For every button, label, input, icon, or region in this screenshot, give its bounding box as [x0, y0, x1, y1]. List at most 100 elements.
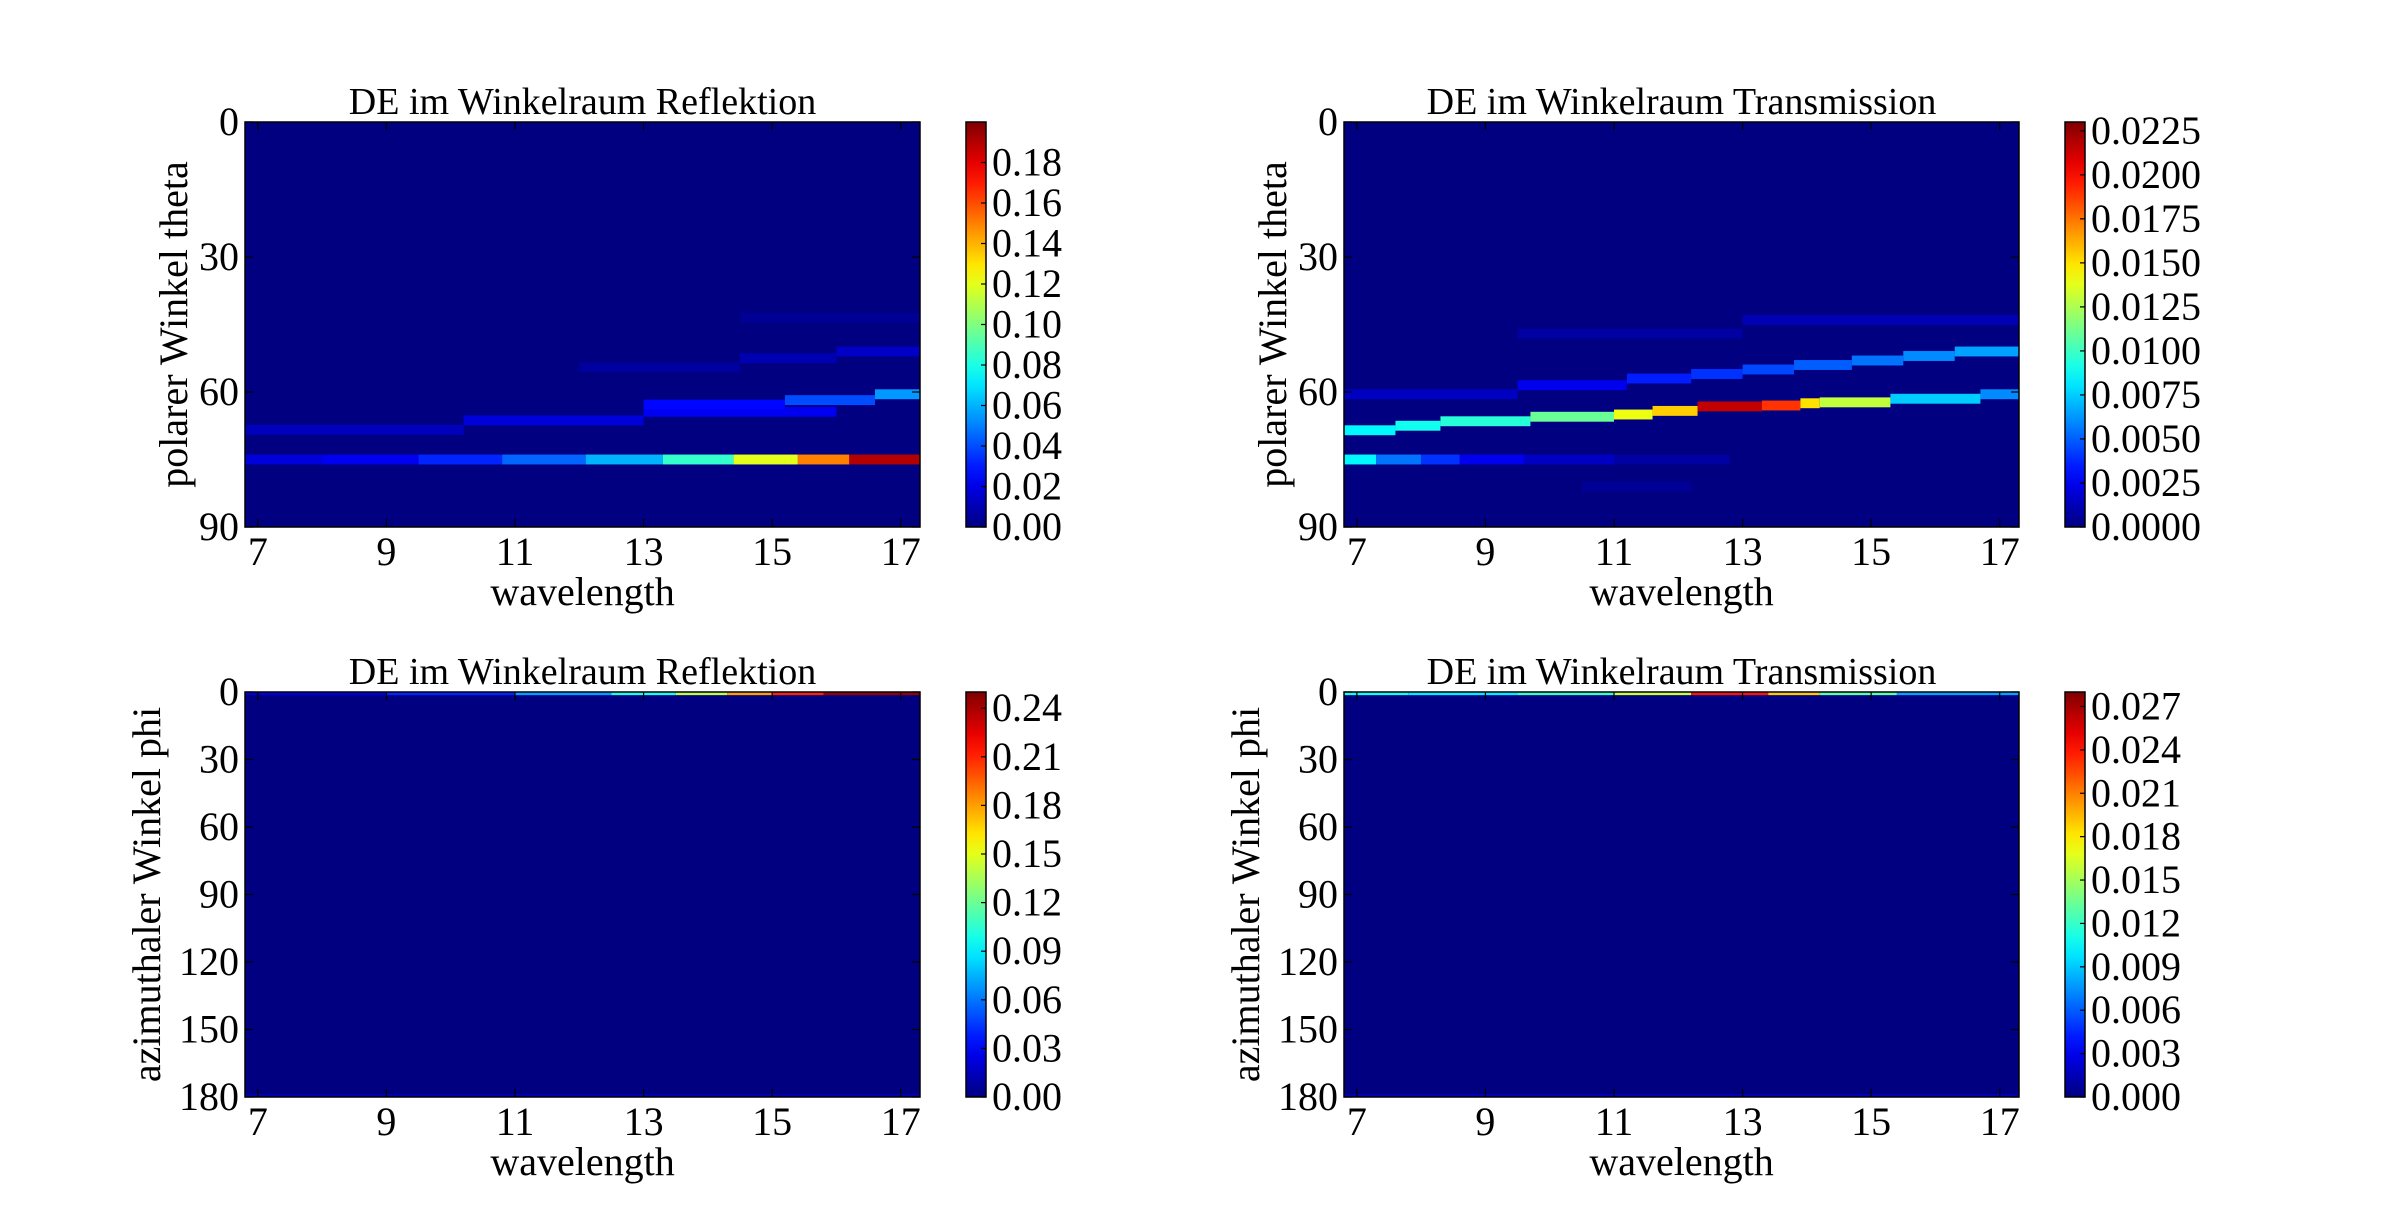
x-tick-label: 11	[1595, 1099, 1634, 1144]
heatmap-cell	[1691, 692, 1769, 696]
heatmap-cell	[386, 692, 515, 696]
y-tick-label: 60	[1298, 804, 1338, 849]
y-tick-label: 0	[219, 99, 239, 144]
heatmap-cell	[1768, 692, 1820, 696]
heatmap-cell	[1408, 692, 1518, 696]
chart-2: DE im Winkelraum Transmission 7 9 11 13 15 17 0…	[1250, 81, 2201, 614]
y-tick-label: 150	[179, 1007, 239, 1052]
x-axis-label: wavelength	[490, 569, 674, 614]
x-tick-label: 7	[1347, 529, 1367, 574]
x-tick-label: 15	[752, 529, 792, 574]
heatmap-background	[1344, 692, 2019, 1097]
y-axis-label: azimuthaler Winkel phi	[124, 707, 169, 1082]
colorbar-tick-label: 0.0050	[2091, 416, 2201, 461]
colorbar-tick-label: 0.00	[992, 1074, 1062, 1119]
x-tick-label: 9	[1475, 529, 1495, 574]
x-tick-label: 17	[881, 1099, 921, 1144]
colorbar-tick-label: 0.06	[992, 383, 1062, 428]
x-tick-label: 9	[376, 1099, 396, 1144]
heatmap-cell	[1530, 411, 1614, 422]
chart-1: DE im Winkelraum Reflektion 7 9 11 13 15 17 0 30…	[151, 81, 1062, 614]
colorbar-tick-label: 0.024	[2091, 727, 2181, 772]
heatmap-cell	[1344, 1094, 2019, 1097]
x-axis-label: wavelength	[1589, 569, 1773, 614]
colorbar-tick-label: 0.21	[992, 734, 1062, 779]
chart-3: DE im Winkelraum Reflektion 7 9 11 13 15 17 0 30…	[124, 651, 1062, 1184]
x-tick-label: 9	[376, 529, 396, 574]
chart-title: DE im Winkelraum Transmission	[1427, 81, 1937, 123]
colorbar: 0.000.030.060.090.120.150.180.210.24	[965, 685, 1062, 1119]
heatmap-cell	[579, 362, 740, 373]
heatmap-cell	[1517, 328, 1743, 339]
heatmap-cell	[733, 454, 798, 465]
y-tick-label: 0	[219, 669, 239, 714]
y-tick-label: 120	[1278, 939, 1338, 984]
colorbar-tick-label: 0.000	[2091, 1074, 2181, 1119]
x-tick-label: 11	[1595, 529, 1634, 574]
heatmap-cell	[675, 692, 728, 696]
y-tick-label: 180	[1278, 1074, 1338, 1119]
heatmap-cell	[418, 454, 503, 465]
heatmap-cell	[1980, 389, 2019, 400]
heatmap-cell	[1614, 409, 1653, 420]
heatmap-cell	[727, 692, 773, 696]
y-tick-label: 30	[199, 737, 239, 782]
heatmap-cell	[1376, 454, 1422, 465]
plot-frame	[244, 121, 921, 528]
x-tick-label: 9	[1475, 1099, 1495, 1144]
x-axis-label: wavelength	[490, 1139, 674, 1184]
heatmap-cells	[1344, 692, 2019, 1097]
heatmap-cell	[245, 692, 387, 696]
colorbar-tick-label: 0.0025	[2091, 460, 2201, 505]
x-tick-label: 15	[1851, 529, 1891, 574]
colorbar-gradient	[965, 691, 987, 1098]
heatmap-cell	[875, 389, 920, 400]
colorbar-tick-label: 0.0000	[2091, 504, 2201, 549]
heatmap-cell	[1691, 369, 1743, 379]
heatmap-cell	[1344, 389, 1518, 400]
heatmap-background	[245, 122, 920, 527]
y-tick-label: 60	[1298, 369, 1338, 414]
y-tick-label: 60	[199, 369, 239, 414]
x-tick-label: 11	[496, 1099, 535, 1144]
colorbar-tick-label: 0.0225	[2091, 108, 2201, 153]
heatmap-cell	[245, 1094, 920, 1097]
x-tick-label: 13	[1723, 1099, 1763, 1144]
heatmap-cells	[245, 312, 920, 465]
colorbar: 0.0000.0030.0060.0090.0120.0150.0180.021…	[2064, 683, 2181, 1119]
x-tick-label: 11	[496, 529, 535, 574]
x-tick-label: 7	[248, 529, 268, 574]
heatmap-cell	[1459, 454, 1524, 465]
y-axis-label: polarer Winkel theta	[151, 161, 196, 488]
y-tick-label: 60	[199, 804, 239, 849]
heatmap-cell	[1440, 416, 1531, 427]
heatmap-cell	[1890, 393, 1981, 404]
colorbar-tick-label: 0.018	[2091, 814, 2181, 859]
colorbar-tick-label: 0.0075	[2091, 372, 2201, 417]
colorbar-tick-label: 0.04	[992, 423, 1062, 468]
colorbar-tick-label: 0.0150	[2091, 240, 2201, 285]
colorbar-tick-label: 0.18	[992, 782, 1062, 827]
heatmap-cell	[1794, 360, 1852, 370]
colorbar-gradient	[2064, 691, 2086, 1098]
heatmap-cell	[322, 454, 419, 465]
heatmap-cell	[1344, 692, 1409, 696]
y-tick-label: 90	[199, 872, 239, 917]
y-tick-label: 30	[199, 234, 239, 279]
heatmap-cell	[772, 692, 824, 696]
y-tick-label: 120	[179, 939, 239, 984]
colorbar-tick-label: 0.015	[2091, 857, 2181, 902]
heatmap-cell	[1344, 454, 1377, 465]
colorbar-tick-label: 0.15	[992, 831, 1062, 876]
heatmap-cell	[1896, 692, 2019, 696]
y-tick-label: 30	[1298, 234, 1338, 279]
heatmap-cell	[1421, 454, 1460, 465]
colorbar-tick-label: 0.003	[2091, 1031, 2181, 1076]
heatmap-cell	[1524, 454, 1614, 465]
heatmap-cell	[1903, 351, 1955, 361]
y-tick-label: 0	[1318, 99, 1338, 144]
heatmap-cell	[1614, 454, 1730, 465]
colorbar-gradient	[2064, 121, 2086, 528]
heatmap-cell	[1819, 397, 1891, 408]
